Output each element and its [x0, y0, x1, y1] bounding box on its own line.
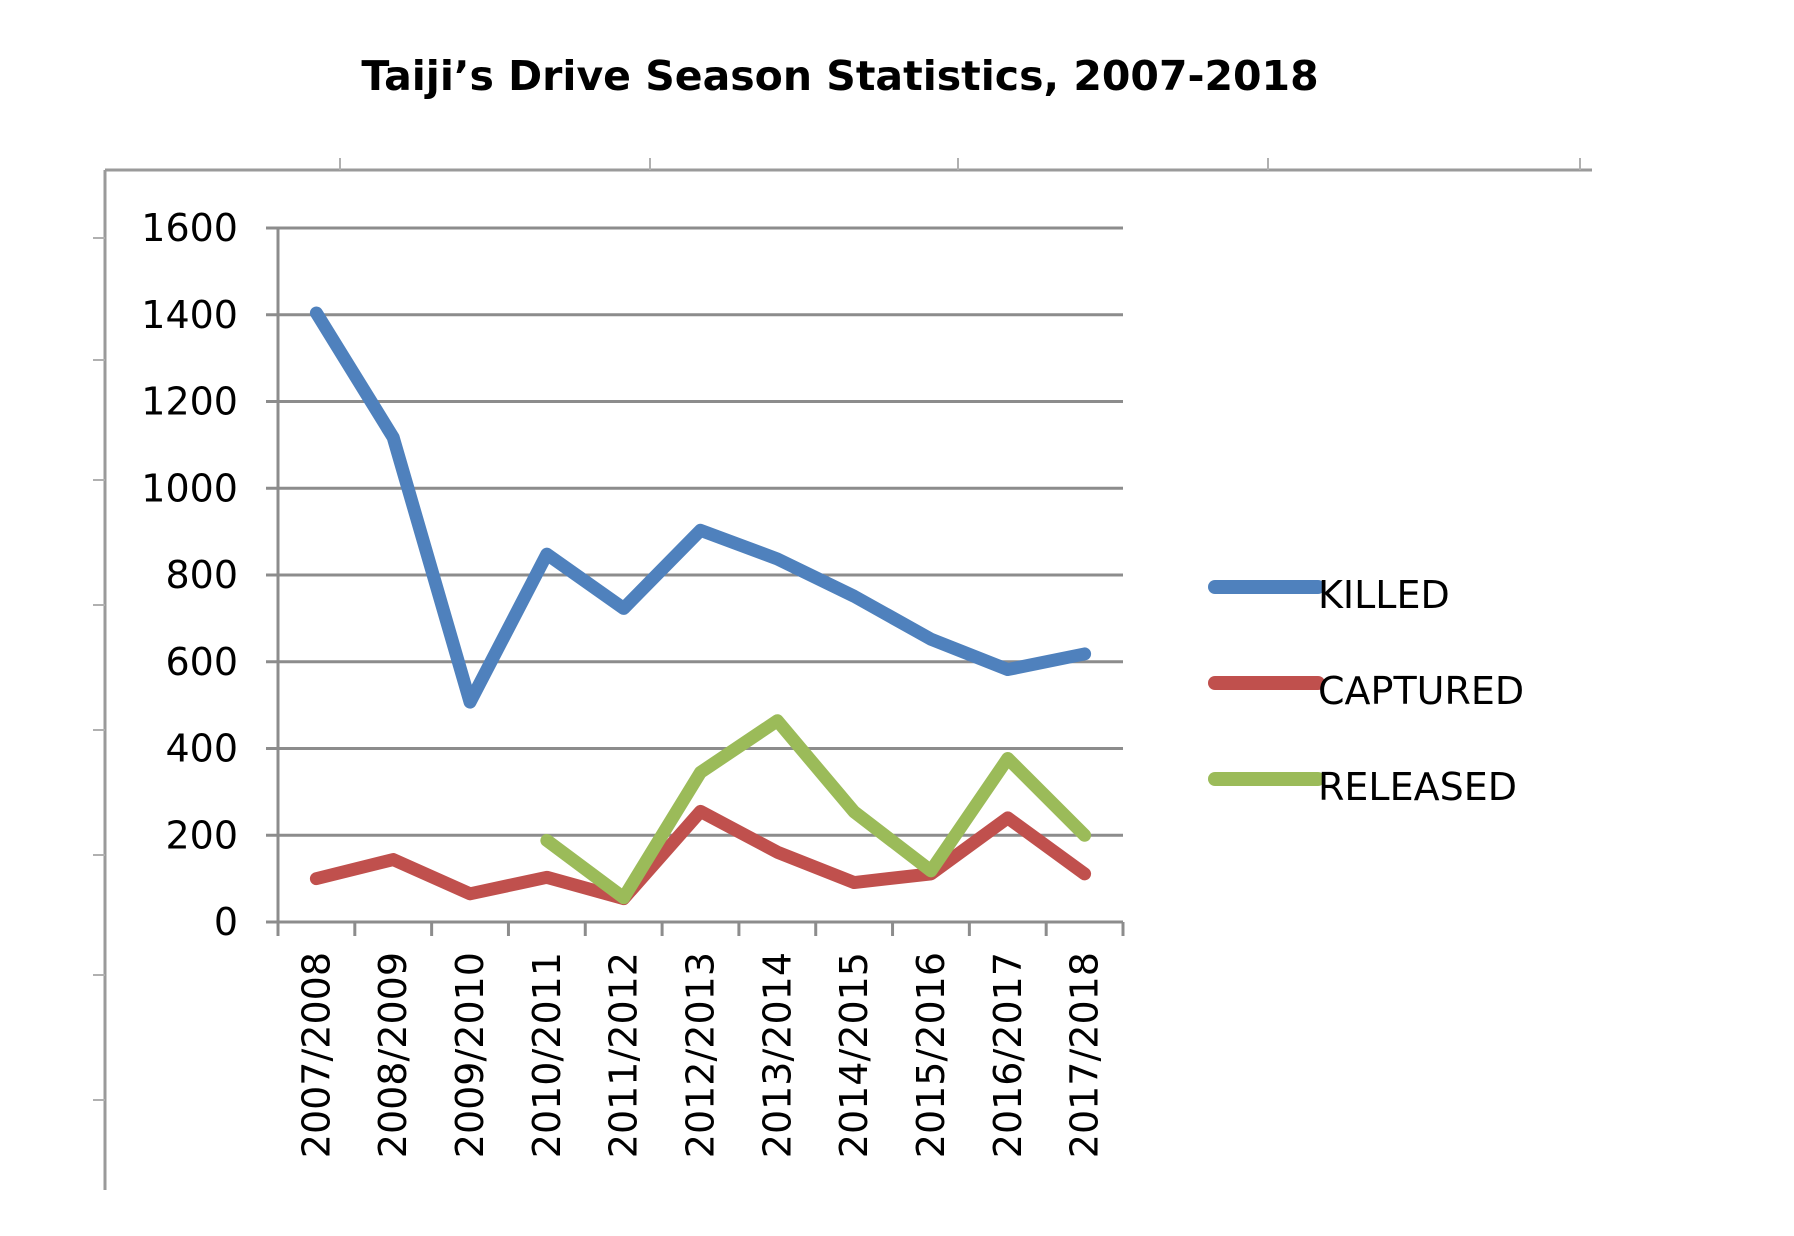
x-tick-label: 2017/2018: [1063, 952, 1107, 1158]
y-tick-label: 200: [165, 813, 238, 857]
y-tick-label: 1200: [141, 380, 238, 424]
x-tick-label: 2014/2015: [832, 952, 876, 1158]
x-tick-label: 2013/2014: [755, 952, 799, 1158]
x-tick-label: 2009/2010: [448, 952, 492, 1158]
x-tick-label: 2016/2017: [986, 952, 1030, 1158]
y-tick-labels: 0 200 400 600 800 1000 1200 1400 1600: [141, 206, 238, 944]
series-line: [309, 804, 1092, 906]
legend: KILLED CAPTURED RELEASED: [1208, 573, 1524, 809]
x-tick-label: 2012/2013: [679, 952, 723, 1158]
y-tick-label: 1000: [141, 466, 238, 510]
legend-label-killed: KILLED: [1318, 573, 1450, 617]
legend-label-captured: CAPTURED: [1318, 669, 1524, 713]
x-tick-labels: 2007/2008 2008/2009 2009/2010 2010/2011 2011…: [294, 952, 1106, 1158]
y-tick-label: 400: [165, 727, 238, 771]
x-tick-label: 2008/2009: [371, 952, 415, 1158]
x-tick-label: 2015/2016: [909, 952, 953, 1158]
x-tick-label: 2007/2008: [294, 952, 338, 1158]
outer-frame: [93, 158, 1592, 1190]
y-tick-label: 800: [165, 553, 238, 597]
gridlines: [278, 226, 1123, 837]
series-captured: [309, 804, 1092, 906]
legend-label-released: RELEASED: [1318, 765, 1517, 809]
series-released: [540, 714, 1092, 905]
x-tick-label: 2010/2011: [525, 952, 569, 1158]
y-tick-label: 0: [214, 900, 238, 944]
series-lines: [309, 306, 1092, 906]
y-tick-label: 600: [165, 640, 238, 684]
series-line: [540, 714, 1092, 905]
chart-title: Taiji’s Drive Season Statistics, 2007-20…: [361, 52, 1319, 100]
x-tick-label: 2011/2012: [602, 952, 646, 1158]
series-line: [309, 306, 1092, 709]
axes: [266, 226, 1125, 936]
series-killed: [309, 306, 1092, 709]
y-tick-label: 1600: [141, 206, 238, 250]
y-tick-label: 1400: [141, 293, 238, 337]
